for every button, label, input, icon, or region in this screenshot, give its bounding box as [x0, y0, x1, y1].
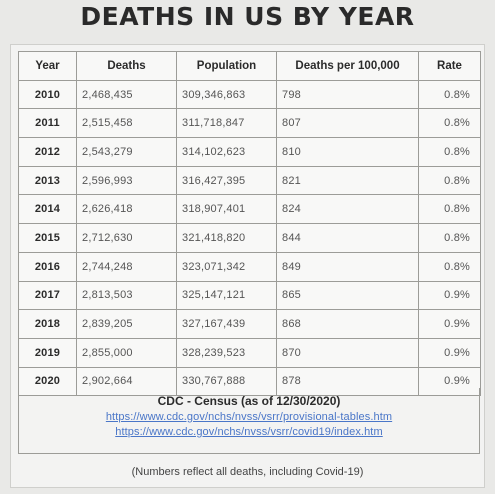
year-cell: 2017 — [18, 280, 77, 311]
population-cell: 318,907,401 — [176, 194, 277, 225]
header-population: Population — [176, 51, 277, 81]
deaths-cell: 2,468,435 — [76, 79, 177, 110]
table-row: 2017 2,813,503 325,147,121 865 0.9% — [18, 280, 481, 311]
deaths-per-100000-cell: 798 — [276, 79, 419, 110]
table-row: 2013 2,596,993 316,427,395 821 0.8% — [18, 165, 481, 196]
population-cell: 327,167,439 — [176, 309, 277, 339]
table-row: 2010 2,468,435 309,346,863 798 0.8% — [18, 79, 481, 110]
year-cell: 2013 — [18, 165, 77, 196]
population-cell: 309,346,863 — [176, 79, 277, 110]
year-cell: 2016 — [18, 251, 77, 282]
year-cell: 2012 — [18, 137, 77, 167]
deaths-table: Year Deaths Population Deaths per 100,00… — [18, 51, 481, 397]
header-year: Year — [18, 51, 77, 81]
deaths-per-100000-cell: 849 — [276, 251, 419, 282]
year-cell: 2019 — [18, 337, 77, 368]
deaths-per-100000-cell: 810 — [276, 137, 419, 167]
rate-cell: 0.8% — [418, 165, 481, 196]
table-row: 2018 2,839,205 327,167,439 868 0.9% — [18, 309, 481, 339]
rate-cell: 0.9% — [418, 366, 481, 397]
source-link[interactable]: https://www.cdc.gov/nchs/nvss/vsrr/covid… — [115, 426, 383, 438]
year-cell: 2010 — [18, 79, 77, 110]
source-box: CDC - Census (as of 12/30/2020) https://… — [18, 388, 480, 454]
table-row: 2019 2,855,000 328,239,523 870 0.9% — [18, 337, 481, 368]
source-title: CDC - Census (as of 12/30/2020) — [157, 394, 341, 408]
deaths-per-100000-cell: 844 — [276, 223, 419, 253]
deaths-cell: 2,515,458 — [76, 108, 177, 139]
deaths-cell: 2,543,279 — [76, 137, 177, 167]
deaths-per-100000-cell: 821 — [276, 165, 419, 196]
deaths-per-100000-cell: 865 — [276, 280, 419, 311]
deaths-per-100000-cell: 824 — [276, 194, 419, 225]
year-cell: 2018 — [18, 309, 77, 339]
deaths-per-100000-cell: 868 — [276, 309, 419, 339]
table-header-row: Year Deaths Population Deaths per 100,00… — [18, 51, 481, 81]
header-deaths-per-100000: Deaths per 100,000 — [276, 51, 419, 81]
population-cell: 323,071,342 — [176, 251, 277, 282]
table-row: 2020 2,902,664 330,767,888 878 0.9% — [18, 366, 481, 397]
deaths-cell: 2,744,248 — [76, 251, 177, 282]
population-cell: 330,767,888 — [176, 366, 277, 397]
table-row: 2012 2,543,279 314,102,623 810 0.8% — [18, 137, 481, 167]
population-cell: 314,102,623 — [176, 137, 277, 167]
population-cell: 325,147,121 — [176, 280, 277, 311]
deaths-per-100000-cell: 870 — [276, 337, 419, 368]
table-row: 2015 2,712,630 321,418,820 844 0.8% — [18, 223, 481, 253]
deaths-per-100000-cell: 807 — [276, 108, 419, 139]
population-cell: 311,718,847 — [176, 108, 277, 139]
table-row: 2011 2,515,458 311,718,847 807 0.8% — [18, 108, 481, 139]
rate-cell: 0.9% — [418, 309, 481, 339]
footnote: (Numbers reflect all deaths, including C… — [131, 466, 364, 478]
deaths-cell: 2,712,630 — [76, 223, 177, 253]
rate-cell: 0.9% — [418, 280, 481, 311]
deaths-cell: 2,902,664 — [76, 366, 177, 397]
page-title: DEATHS IN US BY YEAR — [80, 2, 415, 31]
deaths-cell: 2,596,993 — [76, 165, 177, 196]
rate-cell: 0.8% — [418, 108, 481, 139]
deaths-cell: 2,839,205 — [76, 309, 177, 339]
population-cell: 328,239,523 — [176, 337, 277, 368]
header-rate: Rate — [418, 51, 481, 81]
header-deaths: Deaths — [76, 51, 177, 81]
population-cell: 316,427,395 — [176, 165, 277, 196]
year-cell: 2014 — [18, 194, 77, 225]
rate-cell: 0.9% — [418, 337, 481, 368]
rate-cell: 0.8% — [418, 223, 481, 253]
rate-cell: 0.8% — [418, 79, 481, 110]
deaths-cell: 2,626,418 — [76, 194, 177, 225]
table-row: 2016 2,744,248 323,071,342 849 0.8% — [18, 251, 481, 282]
deaths-cell: 2,855,000 — [76, 337, 177, 368]
year-cell: 2015 — [18, 223, 77, 253]
year-cell: 2020 — [18, 366, 77, 397]
table-row: 2014 2,626,418 318,907,401 824 0.8% — [18, 194, 481, 225]
source-link[interactable]: https://www.cdc.gov/nchs/nvss/vsrr/provi… — [105, 411, 393, 423]
rate-cell: 0.8% — [418, 137, 481, 167]
year-cell: 2011 — [18, 108, 77, 139]
rate-cell: 0.8% — [418, 194, 481, 225]
deaths-cell: 2,813,503 — [76, 280, 177, 311]
population-cell: 321,418,820 — [176, 223, 277, 253]
rate-cell: 0.8% — [418, 251, 481, 282]
